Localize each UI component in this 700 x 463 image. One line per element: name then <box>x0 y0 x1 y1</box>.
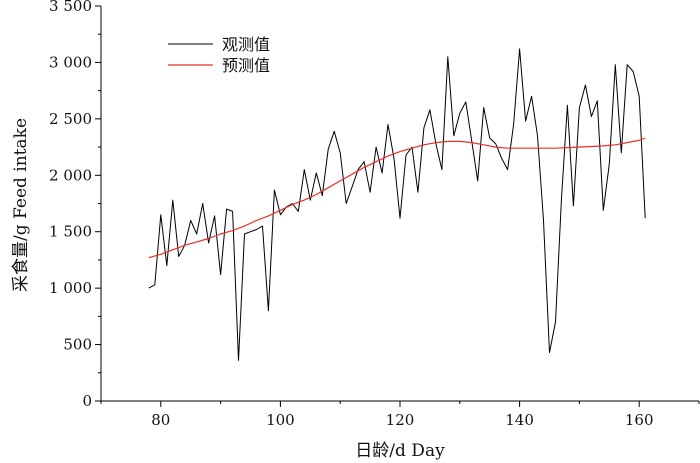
predicted-series-line <box>148 137 646 259</box>
y-tick-label: 3 500 <box>49 0 92 15</box>
series-group <box>148 48 646 361</box>
x-axis-title: 日龄/d Day <box>355 441 445 461</box>
x-tick-label: 100 <box>266 411 295 429</box>
y-tick-label: 2 000 <box>49 166 92 184</box>
legend-label: 观测值 <box>222 35 270 54</box>
y-tick-label: 1 500 <box>49 223 92 241</box>
y-tick-label: 0 <box>82 392 92 410</box>
legend-label: 预测值 <box>222 56 270 75</box>
y-axis-title: 采食量/g Feed intake <box>11 118 31 292</box>
y-tick-label: 2 500 <box>49 110 92 128</box>
x-tick-label: 140 <box>505 411 534 429</box>
observed-series-line <box>148 48 646 361</box>
y-tick-label: 500 <box>63 336 92 354</box>
y-tick-label: 1 000 <box>49 279 92 297</box>
y-tick-label: 3 000 <box>49 53 92 71</box>
x-tick-label: 80 <box>151 411 170 429</box>
x-tick-label: 120 <box>386 411 415 429</box>
x-tick-label: 160 <box>625 411 654 429</box>
ticks: 0 500 1 000 1 500 2 000 2 500 3 000 3 500 80 100 1… <box>49 0 700 429</box>
